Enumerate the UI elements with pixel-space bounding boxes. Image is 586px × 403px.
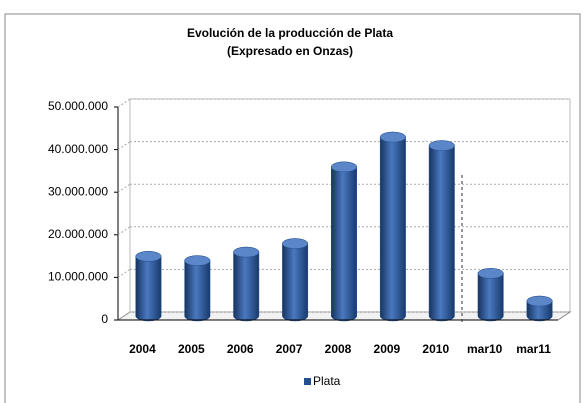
grid-line (117, 311, 131, 321)
legend-swatch (304, 378, 311, 385)
y-tick-label: 0 (101, 312, 108, 326)
x-tick-label: mar11 (516, 342, 551, 356)
y-tick-label: 20.000.000 (48, 227, 108, 241)
x-tick-label: 2005 (178, 342, 205, 356)
chart-title: Evolución de la producción de Plata (187, 26, 393, 40)
x-tick-label: 2010 (422, 342, 449, 356)
bar-top (428, 140, 455, 151)
chart-subtitle: (Expresado en Onzas) (227, 44, 353, 58)
grid-line (117, 141, 131, 151)
x-tick-label: 2004 (129, 342, 156, 356)
grid-line (117, 98, 131, 108)
x-tick-label: 2008 (325, 342, 352, 356)
grid-line (117, 183, 131, 193)
legend-label: Plata (313, 374, 341, 388)
bar (428, 140, 455, 322)
bar (379, 131, 406, 322)
bar-top (184, 255, 211, 266)
bar-top (135, 251, 162, 262)
bar-top (233, 246, 260, 258)
bar-top (477, 268, 504, 279)
bar (282, 238, 309, 322)
x-tick-label: 2009 (374, 342, 401, 356)
y-tick-label: 50.000.000 (48, 99, 108, 113)
y-tick-label: 30.000.000 (48, 184, 108, 198)
x-tick-label: 2007 (276, 342, 303, 356)
y-tick-label: 10.000.000 (48, 270, 108, 284)
grid-line (117, 226, 131, 236)
bar (233, 246, 260, 322)
bar (135, 251, 162, 322)
bar-top (379, 131, 406, 143)
x-tick-label: 2006 (227, 342, 254, 356)
bar (331, 161, 357, 322)
grid-line (117, 268, 131, 278)
x-tick-label: mar10 (467, 342, 503, 356)
bar-top (526, 295, 553, 307)
y-tick-label: 40.000.000 (48, 142, 108, 156)
chart-frame (4, 13, 581, 403)
bar-top (331, 161, 357, 173)
bar-top (282, 238, 309, 249)
